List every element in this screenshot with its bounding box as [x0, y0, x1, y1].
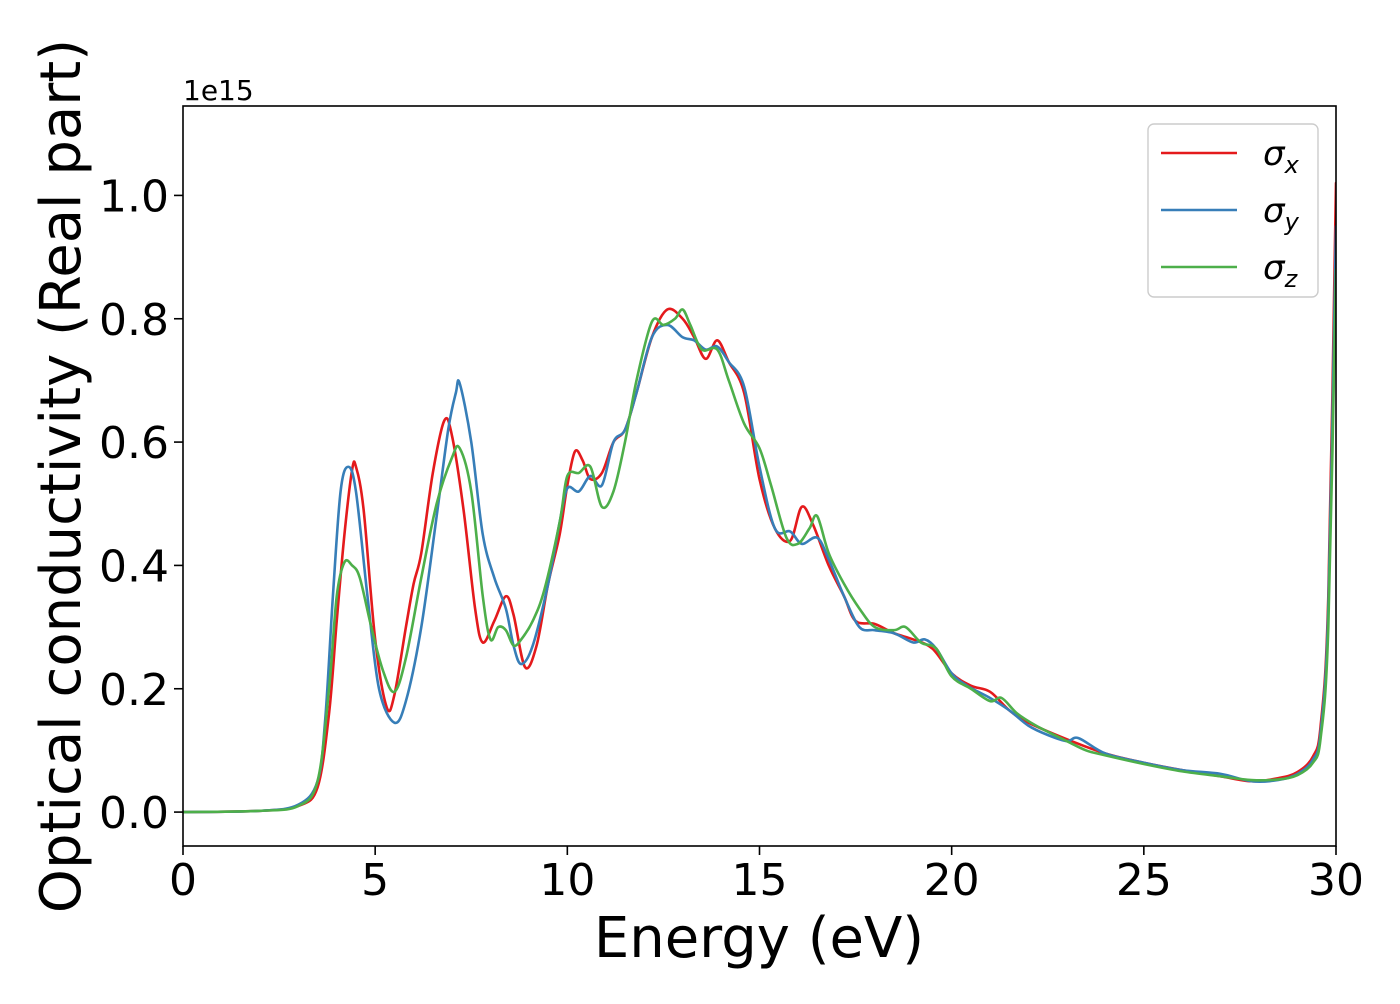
x-tick-label: 30 [1308, 855, 1364, 906]
series-line-y [183, 224, 1336, 814]
x-tick-label: 15 [732, 855, 788, 906]
series-line-z [183, 268, 1336, 814]
y-tick-label: 0.8 [99, 295, 169, 346]
y-tick-label: 0.6 [99, 418, 169, 469]
x-tick-label: 25 [1116, 855, 1172, 906]
x-tick-label: 5 [361, 855, 389, 906]
y-tick-label: 0.2 [99, 665, 169, 716]
y-tick-label: 0.0 [99, 788, 169, 839]
y-offset-label: 1e15 [183, 74, 254, 107]
y-axis-label: Optical conductivity (Real part) [29, 39, 94, 913]
x-axis-ticks: 0 5 10 15 20 25 30 [169, 846, 1364, 906]
legend-subscript: y [1284, 208, 1300, 236]
x-axis-label: Energy (eV) [594, 906, 924, 971]
y-axis-ticks: 0.0 0.2 0.4 0.6 0.8 1.0 [99, 171, 183, 839]
x-tick-label: 0 [169, 855, 197, 906]
y-tick-label: 0.4 [99, 541, 169, 592]
plot-lines [183, 181, 1336, 814]
legend-subscript: z [1284, 265, 1299, 293]
x-tick-label: 10 [539, 855, 595, 906]
legend-subscript: x [1284, 151, 1300, 179]
x-tick-label: 20 [924, 855, 980, 906]
y-tick-label: 1.0 [99, 171, 169, 222]
